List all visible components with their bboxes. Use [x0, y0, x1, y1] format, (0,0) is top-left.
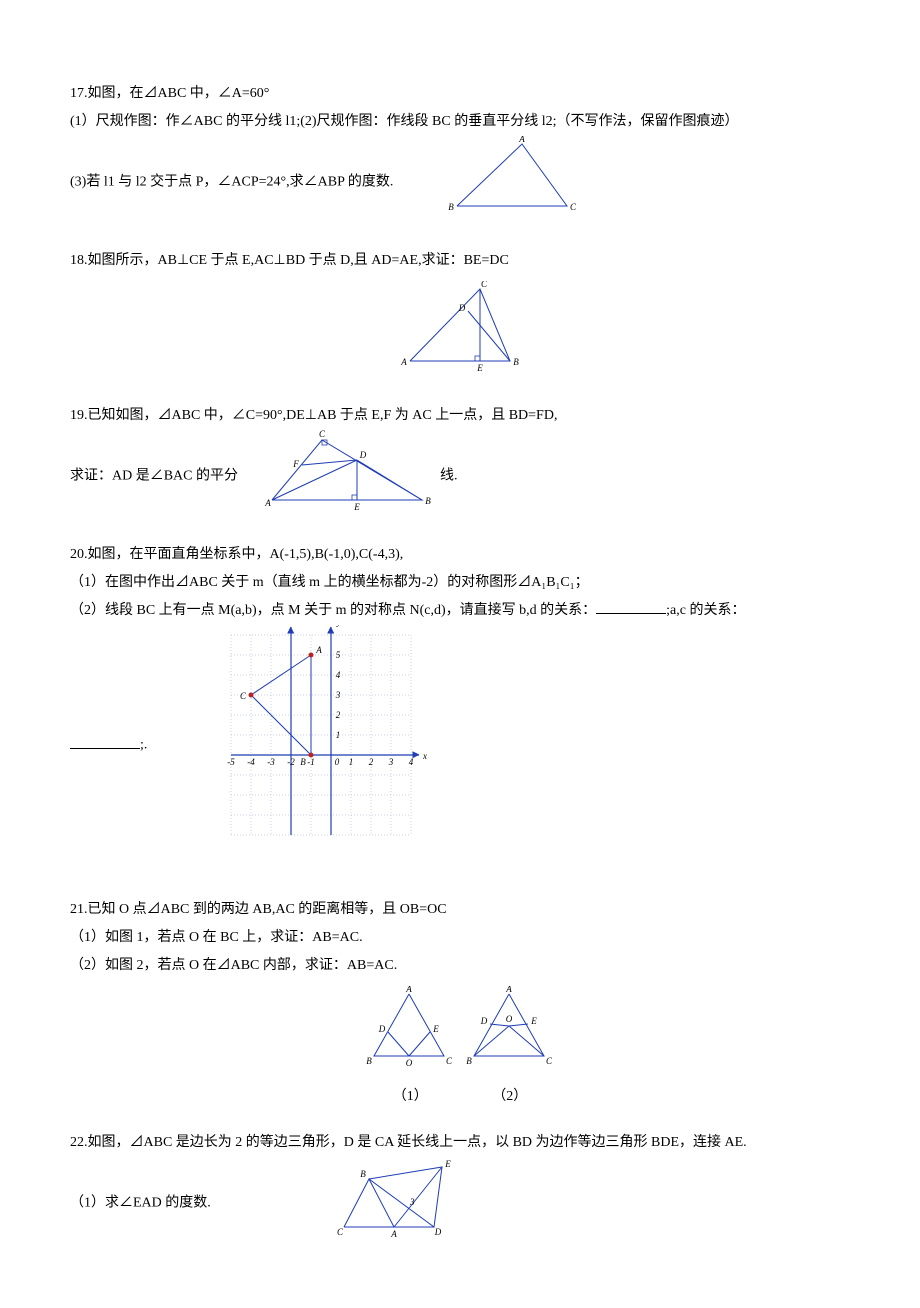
svg-text:4: 4	[336, 670, 341, 680]
p19-line2a: 求证：AD 是∠BAC 的平分	[70, 469, 238, 484]
svg-text:E: E	[433, 1024, 440, 1034]
svg-text:C: C	[337, 1227, 344, 1237]
svg-text:-4: -4	[247, 757, 255, 767]
p20-line4: ;. -5 -4 -3 -2 -1 1 2 3 4 1 2 3 4 5 0 x y m A B C	[70, 625, 850, 866]
p21-line2: （1）如图 1，若点 O 在 BC 上，求证：AB=AC.	[70, 924, 850, 952]
p17-line1: 17.如图，在⊿ABC 中，∠A=60°	[70, 80, 850, 108]
p19-line1: 19.已知如图，⊿ABC 中，∠C=90°,DE⊥AB 于点 E,F 为 AC …	[70, 402, 850, 430]
svg-text:O: O	[406, 1058, 413, 1068]
p20-figure: -5 -4 -3 -2 -1 1 2 3 4 1 2 3 4 5 0 x y m A B C	[211, 625, 451, 866]
svg-text:-1: -1	[307, 757, 315, 767]
svg-text:4: 4	[409, 757, 414, 767]
svg-text:B: B	[448, 202, 454, 212]
svg-text:2: 2	[336, 710, 341, 720]
svg-text:m: m	[280, 625, 287, 627]
p21-line1: 21.已知 O 点⊿ABC 到的两边 AB,AC 的距离相等，且 OB=OC	[70, 896, 850, 924]
svg-text:A: A	[406, 986, 413, 994]
svg-text:E: E	[353, 502, 360, 512]
svg-text:3: 3	[335, 690, 341, 700]
p19-line2: 求证：AD 是∠BAC 的平分 A B C D E F 线.	[70, 430, 850, 523]
svg-text:1: 1	[349, 757, 354, 767]
blank-ac	[70, 734, 140, 749]
p20-line4-text: ;.	[140, 738, 147, 753]
svg-text:A: A	[505, 986, 512, 994]
p22-line2: （1）求∠EAD 的度数. C A D B E 3	[70, 1157, 850, 1250]
p20-line3a: （2）线段 BC 上有一点 M(a,b)，点 M 关于 m 的对称点 N(c,d…	[70, 603, 596, 618]
svg-text:C: C	[546, 1056, 553, 1066]
svg-text:C: C	[446, 1056, 453, 1066]
svg-text:A: A	[391, 1229, 398, 1239]
svg-text:A: A	[315, 645, 322, 655]
p19-figure: A B C D E F	[262, 430, 437, 523]
svg-text:B: B	[466, 1056, 472, 1066]
p20-line1: 20.如图，在平面直角坐标系中，A(-1,5),B(-1,0),C(-4,3),	[70, 541, 850, 569]
svg-text:C: C	[240, 691, 247, 701]
svg-text:F: F	[292, 459, 299, 469]
p17-figure: A B C	[437, 136, 587, 229]
svg-text:-5: -5	[227, 757, 235, 767]
svg-text:2: 2	[369, 757, 374, 767]
p20-line3b: ;a,c 的关系：	[666, 603, 745, 618]
svg-text:D: D	[434, 1227, 442, 1237]
p21-line3: （2）如图 2，若点 O 在⊿ABC 内部，求证：AB=AC.	[70, 952, 850, 980]
svg-text:-3: -3	[267, 757, 275, 767]
problem-20: 20.如图，在平面直角坐标系中，A(-1,5),B(-1,0),C(-4,3),…	[70, 541, 850, 866]
svg-text:A: A	[264, 498, 271, 508]
svg-text:E: E	[530, 1016, 537, 1026]
p18-line1: 18.如图所示，AB⊥CE 于点 E,AC⊥BD 于点 D,且 AD=AE,求证…	[70, 247, 850, 275]
svg-text:A: A	[518, 136, 525, 144]
blank-bd	[596, 599, 666, 614]
svg-text:y: y	[336, 625, 341, 627]
svg-text:D: D	[358, 450, 366, 460]
p21-captions: （1） （2）	[70, 1083, 850, 1111]
problem-18: 18.如图所示，AB⊥CE 于点 E,AC⊥BD 于点 D,且 AD=AE,求证…	[70, 247, 850, 384]
svg-text:B: B	[300, 757, 306, 767]
svg-text:B: B	[425, 496, 431, 506]
svg-text:5: 5	[336, 650, 341, 660]
svg-text:D: D	[378, 1024, 386, 1034]
p17-line2: (1）尺规作图：作∠ABC 的平分线 l1;(2)尺规作图：作线段 BC 的垂直…	[70, 108, 850, 136]
p20-line3: （2）线段 BC 上有一点 M(a,b)，点 M 关于 m 的对称点 N(c,d…	[70, 597, 850, 625]
svg-text:D: D	[458, 303, 466, 313]
svg-text:D: D	[480, 1016, 488, 1026]
svg-text:B: B	[513, 357, 519, 367]
svg-text:3: 3	[388, 757, 394, 767]
p22-figure: C A D B E 3	[334, 1157, 459, 1250]
svg-text:O: O	[506, 1014, 513, 1024]
svg-text:C: C	[319, 430, 326, 439]
problem-22: 22.如图，⊿ABC 是边长为 2 的等边三角形，D 是 CA 延长线上一点，以…	[70, 1129, 850, 1250]
svg-text:C: C	[570, 202, 577, 212]
svg-text:E: E	[445, 1159, 452, 1169]
problem-17: 17.如图，在⊿ABC 中，∠A=60° (1）尺规作图：作∠ABC 的平分线 …	[70, 80, 850, 229]
p22-line2-text: （1）求∠EAD 的度数.	[70, 1196, 211, 1211]
p19-line2b: 线.	[440, 469, 458, 484]
p21-figures: A B C O D E A B C O D E	[70, 986, 850, 1079]
problem-21: 21.已知 O 点⊿ABC 到的两边 AB,AC 的距离相等，且 OB=OC （…	[70, 896, 850, 1111]
problem-19: 19.已知如图，⊿ABC 中，∠C=90°,DE⊥AB 于点 E,F 为 AC …	[70, 402, 850, 523]
svg-text:1: 1	[336, 730, 341, 740]
p21-cap1: （1）	[364, 1083, 456, 1111]
p22-line1: 22.如图，⊿ABC 是边长为 2 的等边三角形，D 是 CA 延长线上一点，以…	[70, 1129, 850, 1157]
p17-line3-text: (3)若 l1 与 l2 交于点 P，∠ACP=24°,求∠ABP 的度数.	[70, 175, 393, 190]
svg-text:C: C	[481, 281, 488, 289]
svg-text:B: B	[367, 1056, 373, 1066]
svg-text:B: B	[361, 1169, 367, 1179]
p20-line2: （1）在图中作出⊿ABC 关于 m（直线 m 上的横坐标都为-2）的对称图形⊿A…	[70, 569, 850, 597]
svg-text:-2: -2	[287, 757, 295, 767]
svg-text:x: x	[422, 751, 427, 761]
svg-text:E: E	[476, 363, 483, 373]
p17-line3: (3)若 l1 与 l2 交于点 P，∠ACP=24°,求∠ABP 的度数. A…	[70, 136, 850, 229]
p21-cap2: （2）	[464, 1083, 556, 1111]
p18-figure: A B C D E	[70, 281, 850, 384]
svg-text:3: 3	[409, 1197, 415, 1207]
svg-text:A: A	[400, 357, 407, 367]
svg-text:0: 0	[335, 757, 340, 767]
